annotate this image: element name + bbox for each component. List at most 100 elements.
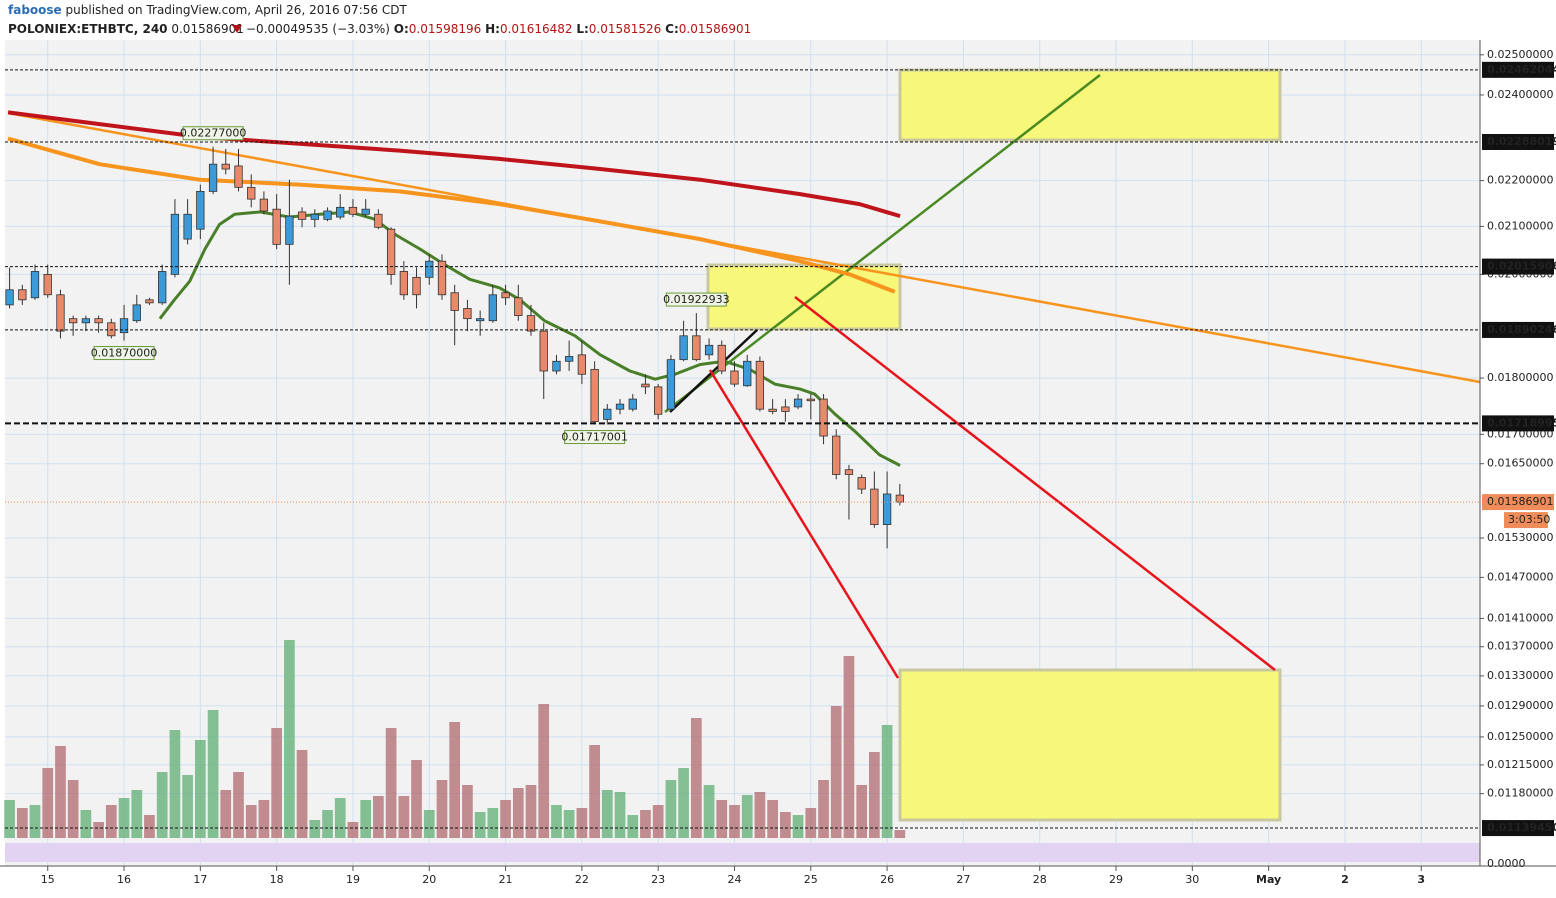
symbol-line: POLONIEX:ETHBTC, 240 0.01586901 bbox=[8, 22, 244, 36]
candle-body bbox=[81, 318, 91, 324]
level-label: 0.02462044 bbox=[1487, 63, 1556, 76]
volume-bar bbox=[881, 725, 893, 838]
volume-bar bbox=[449, 722, 461, 838]
annotation-label: 0.01870000 bbox=[91, 347, 157, 360]
candle-body bbox=[348, 206, 358, 215]
candle-body bbox=[259, 198, 269, 212]
y-tick-label: 0.02100000 bbox=[1487, 219, 1553, 232]
candle-body bbox=[196, 190, 205, 230]
x-tick-label: 27 bbox=[956, 873, 970, 886]
volume-bar bbox=[512, 788, 524, 838]
candle-body bbox=[310, 213, 319, 220]
volume-bar bbox=[843, 656, 855, 838]
volume-bar bbox=[105, 805, 117, 838]
volume-bar bbox=[284, 640, 295, 838]
volume-bar bbox=[55, 746, 66, 838]
candle-body bbox=[577, 354, 587, 375]
candle-body bbox=[539, 330, 548, 372]
volume-bar bbox=[551, 805, 562, 838]
candle-body bbox=[361, 208, 370, 215]
candle-body bbox=[666, 359, 676, 410]
low: 0.01581526 bbox=[589, 22, 662, 36]
candle-body bbox=[68, 318, 78, 324]
candle-body bbox=[781, 406, 790, 412]
trend-line bbox=[794, 296, 1276, 671]
candle-body bbox=[463, 308, 472, 320]
candle-body bbox=[832, 435, 841, 475]
candle-body bbox=[145, 299, 154, 304]
candle-body bbox=[615, 403, 625, 410]
volume-bar bbox=[360, 800, 372, 838]
candle-body bbox=[806, 398, 815, 402]
volume-bar bbox=[347, 822, 359, 838]
candle-body bbox=[30, 271, 40, 299]
candle-body bbox=[425, 260, 434, 278]
volume-bar bbox=[29, 805, 41, 838]
candles bbox=[5, 146, 904, 549]
open: 0.01598196 bbox=[409, 22, 482, 36]
x-tick-label: 24 bbox=[727, 873, 741, 886]
candle-body bbox=[412, 276, 421, 296]
axis-labels: 0.02500000 0.02400000 0.02200000 0.02100000… bbox=[41, 48, 1556, 886]
level-tag bbox=[1482, 321, 1554, 338]
volume-bar bbox=[373, 796, 384, 838]
volume-bar bbox=[93, 822, 104, 838]
candle-body bbox=[882, 493, 892, 526]
x-tick-label: 3 bbox=[1417, 873, 1425, 886]
candle-body bbox=[755, 360, 765, 410]
trend-line bbox=[669, 329, 758, 413]
volume-bar bbox=[741, 795, 753, 838]
target-box bbox=[898, 668, 1282, 822]
candle-body bbox=[234, 165, 243, 188]
change: −0.00049535 (−3.03%) bbox=[246, 22, 390, 36]
level-label: 0.01139450 bbox=[1487, 821, 1556, 834]
annotation-label: 0.02277000 bbox=[180, 127, 246, 140]
volume-bar bbox=[678, 768, 689, 838]
y-tick-label: 0.01215000 bbox=[1487, 758, 1553, 771]
volume-bar bbox=[4, 800, 15, 838]
volume-bar bbox=[309, 820, 321, 838]
countdown-tag bbox=[1504, 512, 1548, 529]
annotation-box bbox=[182, 126, 244, 141]
volume-bar bbox=[436, 780, 448, 838]
volume-bar bbox=[792, 815, 804, 838]
volume-bar bbox=[423, 810, 435, 838]
header-line: faboose published on TradingView.com, Ap… bbox=[8, 3, 407, 17]
volume-bar bbox=[398, 796, 410, 838]
volume-bar bbox=[601, 790, 613, 838]
candle-body bbox=[730, 370, 739, 385]
x-tick-label: 16 bbox=[117, 873, 131, 886]
candle-body bbox=[43, 273, 52, 296]
target-box bbox=[898, 68, 1282, 142]
candle-body bbox=[158, 271, 167, 304]
volume-bar bbox=[118, 798, 130, 838]
candle-body bbox=[170, 213, 180, 275]
volume-bar bbox=[716, 800, 728, 838]
countdown: 3:03:50 bbox=[1508, 513, 1550, 526]
high-label: H: bbox=[485, 22, 500, 36]
close: 0.01586901 bbox=[679, 22, 752, 36]
volume-bar bbox=[258, 800, 270, 838]
level-tag bbox=[1482, 820, 1554, 837]
volume-bar bbox=[767, 800, 778, 838]
candle-body bbox=[221, 163, 230, 170]
candle-body bbox=[107, 322, 116, 337]
ohlc-line: −0.00049535 (−3.03%) O:0.01598196 H:0.01… bbox=[246, 22, 751, 36]
volume-bar bbox=[271, 728, 283, 838]
down-arrow bbox=[232, 25, 242, 33]
volume-bar bbox=[754, 792, 766, 838]
candle-body bbox=[56, 294, 65, 332]
volume-bar bbox=[729, 805, 740, 838]
candle-body bbox=[285, 215, 294, 245]
candle-body bbox=[564, 356, 574, 362]
x-tick-label: 26 bbox=[880, 873, 894, 886]
candle-body bbox=[654, 386, 663, 415]
volume-bar bbox=[194, 740, 206, 838]
x-tick-label: 22 bbox=[575, 873, 589, 886]
x-tick-label: 21 bbox=[499, 873, 513, 886]
volume-bar bbox=[322, 810, 333, 838]
moving-average bbox=[7, 110, 901, 219]
candle-body bbox=[323, 210, 332, 220]
candle-body bbox=[183, 213, 192, 240]
trend-line bbox=[664, 74, 1101, 413]
